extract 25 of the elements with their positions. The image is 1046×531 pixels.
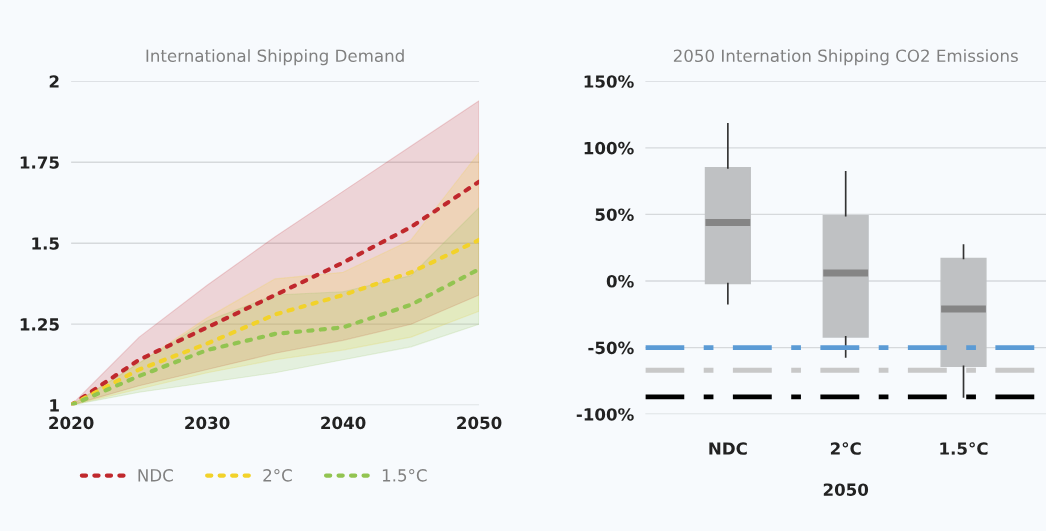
legend-label: NDC [138,469,173,482]
x-axis-title: 2050 [823,483,869,496]
chart-title: International Shipping Demand [146,49,404,66]
x-tick-label: 2°C [830,442,861,455]
legend-label: 1.5°C [382,469,427,482]
y-tick-label: 50% [595,208,634,221]
x-tick-label: 2040 [321,416,366,430]
y-tick-label: 2 [49,75,59,88]
y-tick-label: 1 [50,399,59,412]
x-tick-label: 2030 [185,416,230,430]
y-tick-label: 1.5 [32,237,59,250]
x-tick-label: 2050 [457,416,502,430]
x-tick-label: NDC [709,442,747,455]
chart-title: 2050 Internation Shipping CO2 Emissions [673,49,1018,66]
y-tick-label: -50% [588,341,634,355]
y-tick-label: -100% [576,408,634,421]
line-series [71,267,480,406]
legend-label: 2°C [263,469,292,482]
y-tick-label: 150% [584,75,634,88]
x-tick-label: 2020 [49,416,94,430]
y-tick-label: 1.75 [20,156,59,169]
y-tick-label: 0% [606,274,634,288]
y-tick-label: 100% [584,141,634,155]
y-tick-label: 1.25 [20,318,59,331]
x-tick-label: 1.5°C [940,442,988,455]
